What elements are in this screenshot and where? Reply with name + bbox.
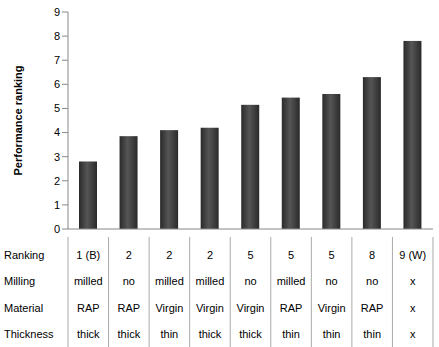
svg-text:7: 7 <box>54 54 60 66</box>
svg-text:2: 2 <box>207 249 213 261</box>
svg-text:2: 2 <box>166 249 172 261</box>
svg-text:thick: thick <box>239 328 262 340</box>
svg-text:thick: thick <box>77 328 100 340</box>
svg-text:Milling: Milling <box>8 275 35 287</box>
svg-text:1: 1 <box>54 199 60 211</box>
svg-text:8: 8 <box>369 249 375 261</box>
svg-text:no: no <box>325 275 337 287</box>
svg-text:5: 5 <box>329 249 335 261</box>
svg-text:thick: thick <box>199 328 222 340</box>
svg-text:milled: milled <box>277 275 306 287</box>
svg-text:x: x <box>410 302 416 314</box>
svg-text:no: no <box>366 275 378 287</box>
svg-text:x: x <box>410 328 416 340</box>
svg-text:1 (B): 1 (B) <box>76 249 100 261</box>
svg-text:thin: thin <box>323 328 341 340</box>
svg-text:8: 8 <box>54 30 60 42</box>
svg-text:Virgin: Virgin <box>318 302 346 314</box>
svg-text:RAP: RAP <box>280 302 303 314</box>
svg-text:x: x <box>410 275 416 287</box>
svg-text:6: 6 <box>54 78 60 90</box>
svg-text:thin: thin <box>363 328 381 340</box>
svg-text:RAP: RAP <box>361 302 384 314</box>
svg-text:5: 5 <box>247 249 253 261</box>
svg-text:thick: thick <box>118 328 141 340</box>
svg-text:no: no <box>123 275 135 287</box>
svg-text:RAP: RAP <box>118 302 141 314</box>
svg-text:2: 2 <box>54 175 60 187</box>
svg-text:Virgin: Virgin <box>237 302 265 314</box>
svg-text:Performance ranking: Performance ranking <box>12 65 24 175</box>
svg-text:Ranking: Ranking <box>8 249 44 261</box>
svg-text:Material: Material <box>8 302 43 314</box>
svg-text:9: 9 <box>54 6 60 18</box>
svg-text:milled: milled <box>196 275 225 287</box>
svg-text:Virgin: Virgin <box>155 302 183 314</box>
svg-text:3: 3 <box>54 151 60 163</box>
svg-text:thin: thin <box>282 328 300 340</box>
svg-text:RAP: RAP <box>77 302 100 314</box>
svg-text:thin: thin <box>161 328 179 340</box>
svg-text:Thickness: Thickness <box>8 328 54 340</box>
svg-text:no: no <box>244 275 256 287</box>
svg-text:Virgin: Virgin <box>196 302 224 314</box>
svg-text:5: 5 <box>54 102 60 114</box>
svg-text:milled: milled <box>74 275 103 287</box>
svg-text:0: 0 <box>54 223 60 235</box>
svg-text:4: 4 <box>54 126 60 138</box>
svg-text:5: 5 <box>288 249 294 261</box>
svg-text:milled: milled <box>155 275 184 287</box>
svg-text:9 (W): 9 (W) <box>399 249 426 261</box>
svg-text:2: 2 <box>126 249 132 261</box>
